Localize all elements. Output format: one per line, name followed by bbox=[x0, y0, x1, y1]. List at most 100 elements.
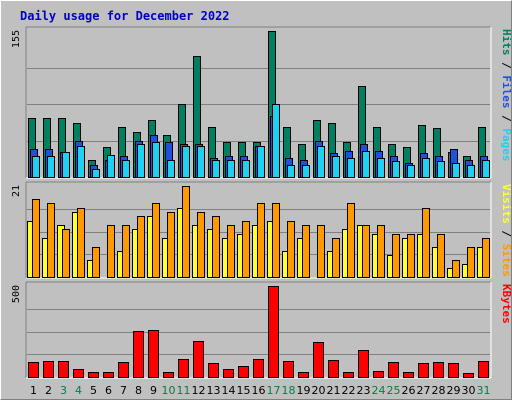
bar-kbytes-day-16 bbox=[253, 359, 264, 378]
bar-sites-day-3 bbox=[62, 229, 70, 278]
bar-pages-day-5 bbox=[92, 169, 100, 178]
legend-separator: / bbox=[500, 109, 511, 129]
bar-sites-day-28 bbox=[437, 234, 445, 278]
bar-pages-day-15 bbox=[242, 160, 250, 178]
day-label-9: 9 bbox=[150, 384, 157, 397]
day-label-12: 12 bbox=[192, 384, 206, 397]
bar-sites-day-22 bbox=[347, 203, 355, 278]
bar-pages-day-26 bbox=[407, 165, 415, 178]
bar-sites-day-29 bbox=[452, 260, 460, 278]
bar-sites-day-16 bbox=[257, 203, 265, 278]
panel-middle: 21 Visits / Sites bbox=[11, 181, 511, 279]
bar-pages-day-11 bbox=[182, 146, 190, 178]
bar-sites-day-24 bbox=[377, 225, 385, 278]
bar-pages-day-13 bbox=[212, 160, 220, 178]
bar-pages-day-20 bbox=[317, 146, 325, 178]
bar-sites-day-12 bbox=[197, 212, 205, 278]
day-label-11: 11 bbox=[177, 384, 191, 397]
bar-sites-day-1 bbox=[32, 199, 40, 278]
day-label-7: 7 bbox=[120, 384, 127, 397]
day-label-30: 30 bbox=[462, 384, 476, 397]
day-label-8: 8 bbox=[135, 384, 142, 397]
bar-sites-day-7 bbox=[122, 225, 130, 278]
panel-top: 155 Hits / Files / Pages bbox=[11, 26, 511, 179]
bar-pages-day-10 bbox=[167, 160, 175, 178]
day-label-2: 2 bbox=[45, 384, 52, 397]
bar-kbytes-day-30 bbox=[463, 373, 474, 378]
bar-pages-day-25 bbox=[392, 161, 400, 178]
day-label-28: 28 bbox=[432, 384, 446, 397]
bar-kbytes-day-27 bbox=[418, 363, 429, 378]
bar-pages-day-24 bbox=[377, 158, 385, 178]
bar-kbytes-day-23 bbox=[358, 350, 369, 378]
day-label-4: 4 bbox=[75, 384, 82, 397]
bar-pages-day-17 bbox=[272, 104, 280, 178]
bar-pages-day-21 bbox=[332, 156, 340, 178]
day-label-13: 13 bbox=[207, 384, 221, 397]
bar-kbytes-day-26 bbox=[403, 372, 414, 378]
day-label-26: 26 bbox=[402, 384, 416, 397]
legend-item-sites: Sites bbox=[500, 244, 511, 277]
bar-pages-day-8 bbox=[137, 144, 145, 178]
bar-pages-day-23 bbox=[362, 151, 370, 178]
bar-kbytes-day-31 bbox=[478, 361, 489, 378]
bar-kbytes-day-21 bbox=[328, 360, 339, 378]
bar-sites-day-17 bbox=[272, 203, 280, 278]
bar-sites-day-10 bbox=[167, 212, 175, 278]
day-label-14: 14 bbox=[222, 384, 236, 397]
bar-sites-day-27 bbox=[422, 208, 430, 278]
day-label-6: 6 bbox=[105, 384, 112, 397]
bar-pages-day-12 bbox=[197, 146, 205, 178]
panel-middle-legend: Visits / Sites bbox=[500, 184, 511, 277]
bar-sites-day-14 bbox=[227, 225, 235, 278]
bar-sites-day-23 bbox=[362, 225, 370, 278]
bar-kbytes-day-12 bbox=[193, 341, 204, 378]
bar-sites-day-15 bbox=[242, 221, 250, 278]
bar-kbytes-day-5 bbox=[88, 372, 99, 378]
bar-pages-day-1 bbox=[32, 156, 40, 178]
panel-bottom-legend: KBytes bbox=[500, 284, 511, 324]
chart-panels: 155 Hits / Files / Pages 21 Visits / Sites 5… bbox=[11, 26, 511, 379]
bar-pages-day-22 bbox=[347, 158, 355, 178]
bar-sites-day-11 bbox=[182, 186, 190, 278]
bar-kbytes-day-17 bbox=[268, 286, 279, 378]
bar-pages-day-2 bbox=[47, 156, 55, 178]
legend-item-visits: Visits bbox=[500, 184, 511, 224]
bar-sites-day-5 bbox=[92, 247, 100, 278]
bar-kbytes-day-22 bbox=[343, 372, 354, 378]
bar-pages-day-27 bbox=[422, 158, 430, 178]
bar-sites-day-18 bbox=[287, 221, 295, 278]
day-axis-labels: 1 2 3 4 5 6 7 8 9 10 11 12 13 14 15 16 17 18 19 20 21 22 23 24 2… bbox=[30, 384, 491, 397]
legend-item-kbytes: KBytes bbox=[500, 284, 511, 324]
bar-sites-day-6 bbox=[107, 225, 115, 278]
day-label-5: 5 bbox=[90, 384, 97, 397]
bar-pages-day-3 bbox=[62, 152, 70, 178]
day-label-29: 29 bbox=[447, 384, 461, 397]
day-label-15: 15 bbox=[237, 384, 251, 397]
day-label-21: 21 bbox=[327, 384, 341, 397]
day-label-20: 20 bbox=[312, 384, 326, 397]
panel-bottom-ymax-label: 500 bbox=[11, 285, 22, 303]
bar-kbytes-day-10 bbox=[163, 372, 174, 378]
bar-pages-day-30 bbox=[467, 165, 475, 178]
bar-pages-day-19 bbox=[302, 165, 310, 178]
bar-pages-day-28 bbox=[437, 161, 445, 178]
bar-kbytes-day-4 bbox=[73, 369, 84, 378]
bar-kbytes-day-1 bbox=[28, 362, 39, 378]
panel-top-legend: Hits / Files / Pages bbox=[500, 29, 511, 162]
panel-top-ymax-label: 155 bbox=[11, 30, 22, 48]
bar-sites-day-25 bbox=[392, 234, 400, 278]
bar-pages-day-9 bbox=[152, 142, 160, 178]
bar-pages-day-18 bbox=[287, 165, 295, 178]
legend-item-hits: Hits bbox=[500, 29, 511, 56]
day-label-17: 17 bbox=[267, 384, 281, 397]
bar-kbytes-day-3 bbox=[58, 361, 69, 378]
bar-pages-day-6 bbox=[107, 155, 115, 178]
day-label-18: 18 bbox=[282, 384, 296, 397]
bar-kbytes-day-8 bbox=[133, 331, 144, 378]
panel-middle-ymax-label: 21 bbox=[11, 185, 22, 197]
bar-kbytes-day-6 bbox=[103, 372, 114, 378]
bar-kbytes-day-20 bbox=[313, 342, 324, 378]
